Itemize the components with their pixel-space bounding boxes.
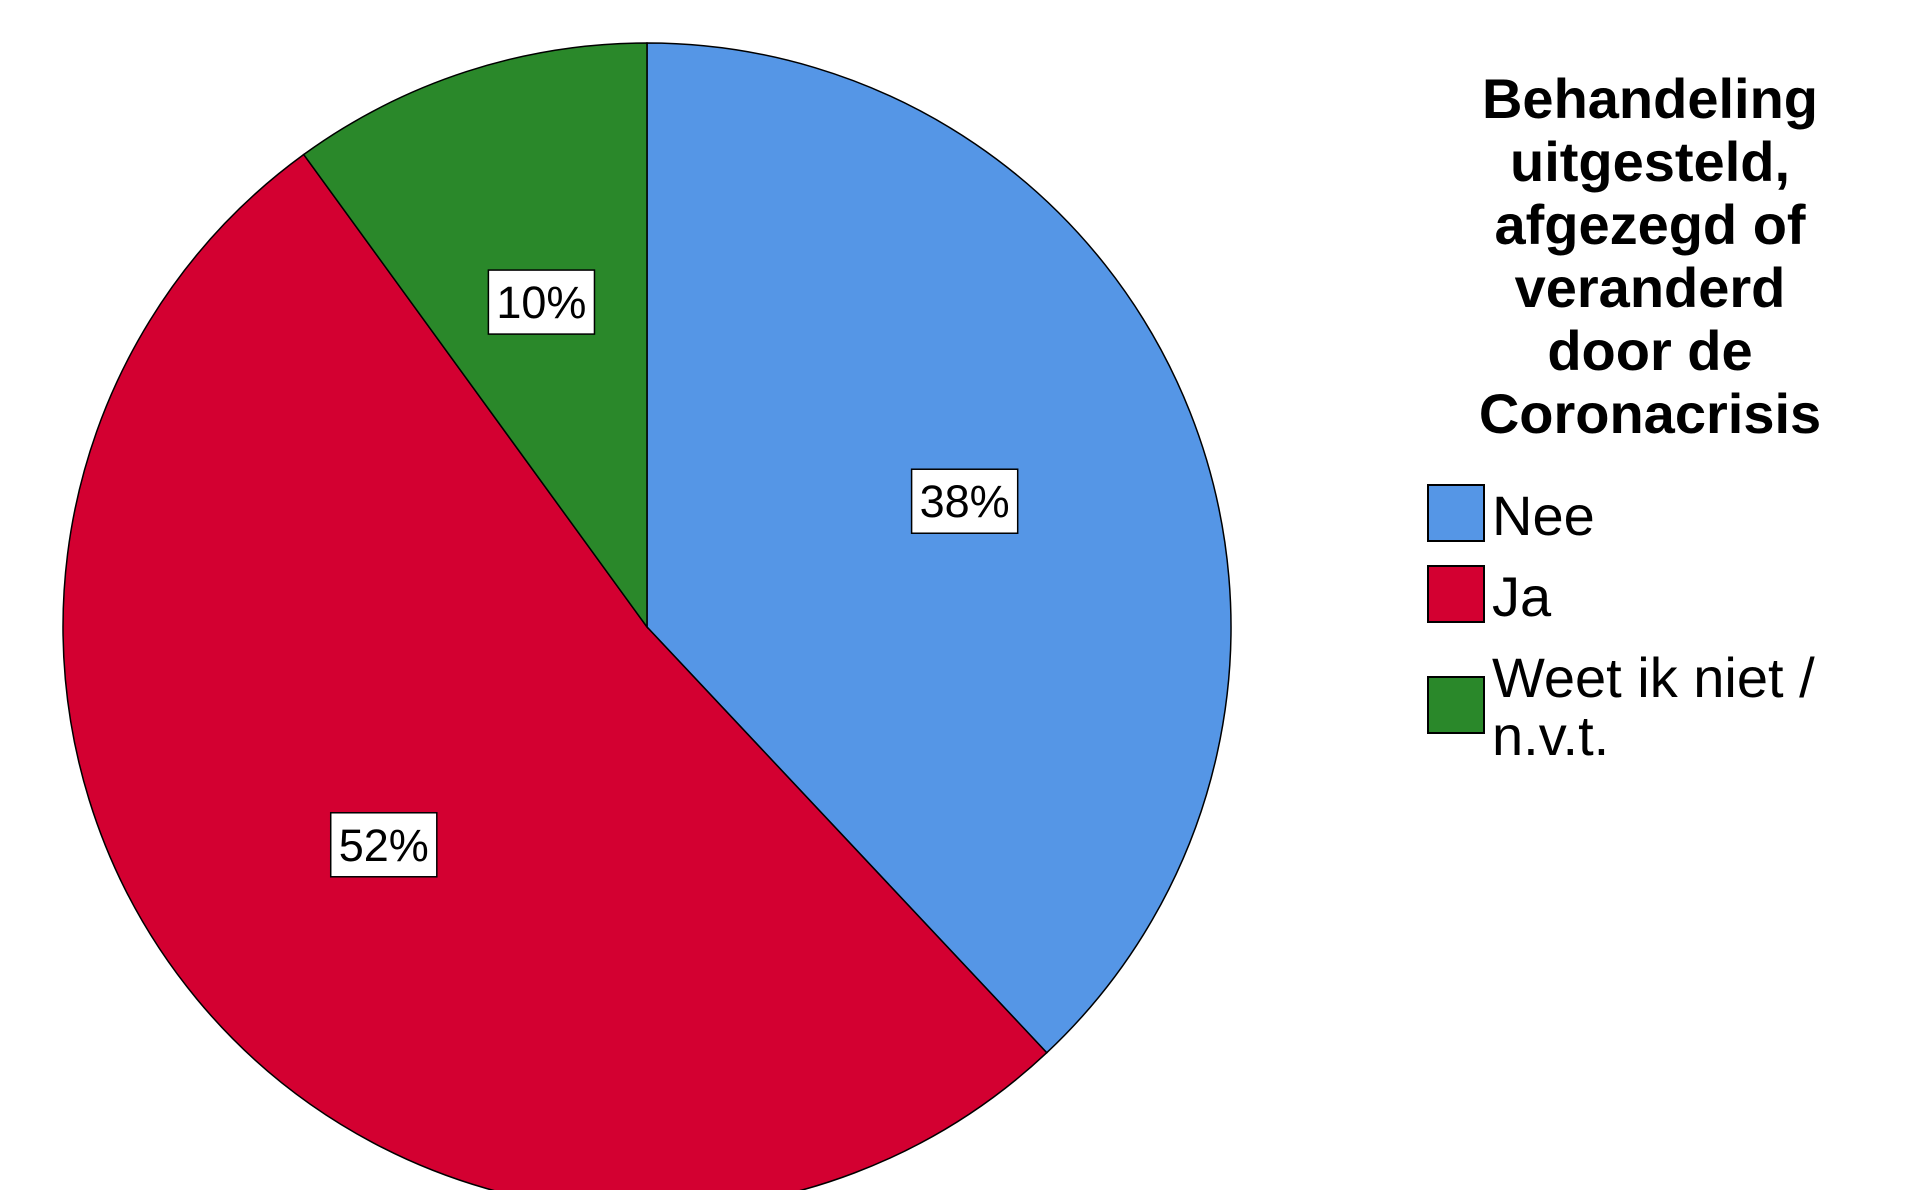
pie-slice-1 xyxy=(646,42,1232,1054)
legend-label: Nee xyxy=(1492,484,1595,547)
data-label-box xyxy=(487,269,596,335)
legend-label: Ja xyxy=(1492,565,1552,628)
data-label-box xyxy=(910,468,1019,534)
data-label-3: 10% xyxy=(487,269,596,335)
data-label-1: 38% xyxy=(910,468,1019,534)
legend-title: Behandeling uitgesteld, afgezegd of verande… xyxy=(1479,67,1821,445)
legend-swatch xyxy=(1427,484,1485,542)
legend-item-2: Ja xyxy=(1427,565,1552,628)
pie-slice-3 xyxy=(302,42,648,630)
pie-slice-2 xyxy=(62,153,1048,1190)
pie-slices xyxy=(62,42,1232,1190)
data-label-text: 10% xyxy=(496,277,586,328)
legend-item-1: Nee xyxy=(1427,484,1595,547)
legend-label: Weet ik niet / n.v.t. xyxy=(1492,646,1815,767)
legend: Behandeling uitgesteld, afgezegd of verande… xyxy=(1427,67,1821,767)
data-label-text: 52% xyxy=(339,820,429,871)
pie-data-labels: 38% 52% 10% xyxy=(329,269,1019,878)
data-label-2: 52% xyxy=(329,812,438,878)
legend-items: Nee Ja Weet ik niet / n.v.t. xyxy=(1427,484,1815,767)
legend-item-3: Weet ik niet / n.v.t. xyxy=(1427,646,1815,767)
data-label-box xyxy=(329,812,438,878)
legend-swatch xyxy=(1427,565,1485,623)
data-label-text: 38% xyxy=(920,476,1010,527)
legend-swatch xyxy=(1427,676,1485,734)
